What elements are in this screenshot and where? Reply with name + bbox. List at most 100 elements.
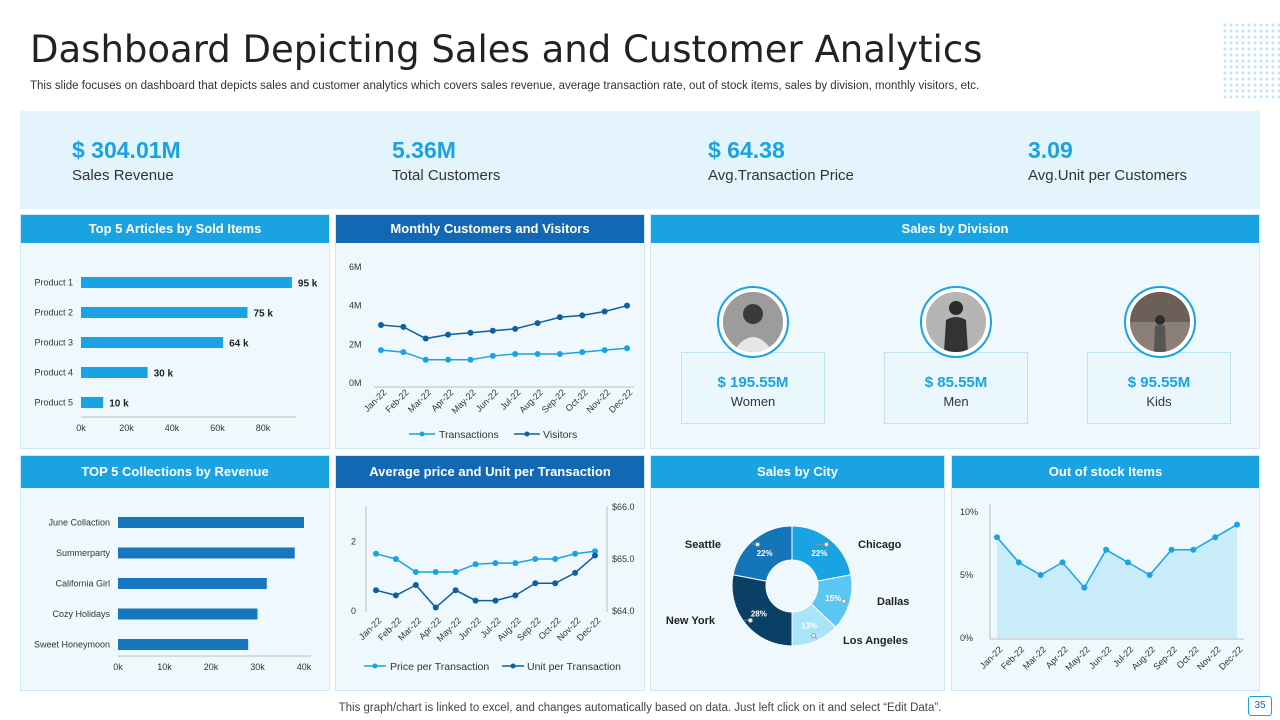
data-point	[512, 351, 519, 357]
data-label: 10 k	[109, 399, 129, 410]
data-point	[1190, 546, 1197, 553]
data-point	[1234, 521, 1240, 528]
data-point	[452, 587, 459, 594]
slice-percent-label: 13%	[801, 621, 817, 630]
data-point	[467, 356, 474, 363]
data-point	[534, 351, 541, 357]
category-label: Sweet Honeymoon	[34, 640, 110, 650]
avatar-men	[920, 286, 992, 358]
division-card-kids: $ 95.55M Kids	[1087, 352, 1231, 424]
slice-name-label: New York	[666, 615, 716, 627]
data-point	[1212, 534, 1219, 541]
bar	[118, 578, 267, 589]
data-point	[579, 349, 586, 356]
kpi-value: $ 304.01M	[72, 137, 181, 163]
data-label: 75 k	[254, 309, 274, 320]
data-label: 64 k	[229, 339, 249, 350]
data-point	[601, 347, 608, 354]
y-tick-label: 5%	[960, 570, 973, 580]
kpi-value: 5.36M	[392, 137, 456, 163]
legend-label: Unit per Transaction	[527, 661, 621, 673]
panel-title: Sales by City	[651, 456, 944, 488]
bar	[118, 547, 295, 559]
page-subtitle: This slide focuses on dashboard that dep…	[30, 80, 980, 92]
panel-top-collections: TOP 5 Collections by Revenue June Collac…	[20, 455, 330, 691]
data-point	[1037, 572, 1044, 578]
kpi-label: Avg.Unit per Customers	[1028, 167, 1187, 184]
data-point	[556, 351, 563, 357]
panel-title: Monthly Customers and Visitors	[336, 215, 644, 243]
data-point	[378, 347, 384, 354]
data-point	[432, 569, 439, 575]
area-fill	[997, 524, 1237, 638]
data-point	[489, 352, 496, 359]
data-point	[1081, 584, 1088, 591]
panel-avg-price: Average price and Unit per Transaction 0…	[335, 455, 645, 691]
slice-percent-label: 22%	[757, 549, 773, 558]
x-tick-label: Sep-22	[540, 387, 568, 415]
x-tick-label: Mar-22	[1021, 644, 1048, 671]
data-point	[373, 587, 379, 594]
category-label: June Collaction	[48, 518, 110, 528]
leader-dot	[841, 598, 847, 604]
y-tick-label: $66.0	[612, 502, 635, 512]
data-point	[400, 349, 407, 356]
panel-title: Sales by Division	[651, 215, 1259, 243]
legend-marker	[419, 431, 425, 437]
data-point	[445, 331, 452, 338]
page-title: Dashboard Depicting Sales and Customer A…	[30, 28, 983, 71]
x-tick-label: Aug-22	[517, 387, 545, 415]
legend-marker	[372, 663, 378, 669]
panel-top-articles: Top 5 Articles by Sold Items Product 1 95…	[20, 214, 330, 449]
x-tick-label: 10k	[157, 662, 172, 672]
data-point	[492, 597, 499, 604]
x-tick-label: Feb-22	[384, 387, 411, 414]
kpi-value: 3.09	[1028, 137, 1073, 163]
category-label: California Girl	[55, 579, 110, 589]
x-tick-label: Nov-22	[584, 387, 612, 415]
x-tick-label: Feb-22	[999, 644, 1026, 671]
data-point	[412, 569, 419, 575]
data-point	[534, 320, 541, 327]
data-point	[489, 327, 496, 334]
data-point	[422, 335, 429, 342]
data-label: 95 k	[298, 279, 318, 290]
x-tick-label: 0k	[76, 423, 86, 433]
data-point	[1015, 559, 1022, 566]
data-point	[412, 582, 419, 588]
slice-percent-label: 22%	[811, 549, 827, 558]
y-tick-label: 2M	[349, 339, 362, 349]
avatar-women	[717, 286, 789, 358]
panel-sales-city: Sales by City 22% Chicago 15% Dallas 13% Los …	[650, 455, 945, 691]
data-label: 30 k	[154, 369, 174, 380]
category-label: Summerparty	[56, 548, 111, 558]
data-point	[512, 560, 519, 567]
data-point	[552, 580, 559, 587]
y-tick-label: $64.0	[612, 606, 635, 616]
category-label: Product 3	[34, 338, 73, 348]
bar	[118, 608, 258, 620]
bar	[118, 639, 249, 650]
data-point	[1103, 546, 1110, 553]
kpi-sales-revenue: $ 304.01M Sales Revenue	[72, 137, 181, 184]
legend-marker	[524, 431, 530, 437]
panel-sales-division: Sales by Division $ 195.55M Women $ 85.5…	[650, 214, 1260, 449]
y-tick-label: 0%	[960, 633, 973, 643]
category-label: Product 2	[34, 308, 73, 318]
legend-label: Price per Transaction	[390, 661, 489, 673]
collections-bar-chart: June Collaction Summerparty California Gir…	[34, 517, 312, 672]
category-label: Product 1	[34, 278, 73, 288]
avatar-kids	[1124, 286, 1196, 358]
data-point	[556, 314, 563, 321]
data-point	[472, 597, 479, 604]
division-label: Kids	[1146, 394, 1172, 409]
slice-percent-label: 15%	[825, 594, 841, 603]
x-tick-label: Jun-22	[474, 387, 501, 414]
kpi-label: Sales Revenue	[72, 167, 174, 184]
data-point	[601, 308, 608, 315]
monthly-line-chart: 0M2M4M6MJan-22Feb-22Mar-22Apr-22May-22Ju…	[349, 262, 634, 441]
kpi-label: Total Customers	[392, 167, 501, 184]
series-line	[380, 304, 628, 340]
category-label: Product 5	[34, 398, 73, 408]
series-line	[375, 550, 596, 573]
